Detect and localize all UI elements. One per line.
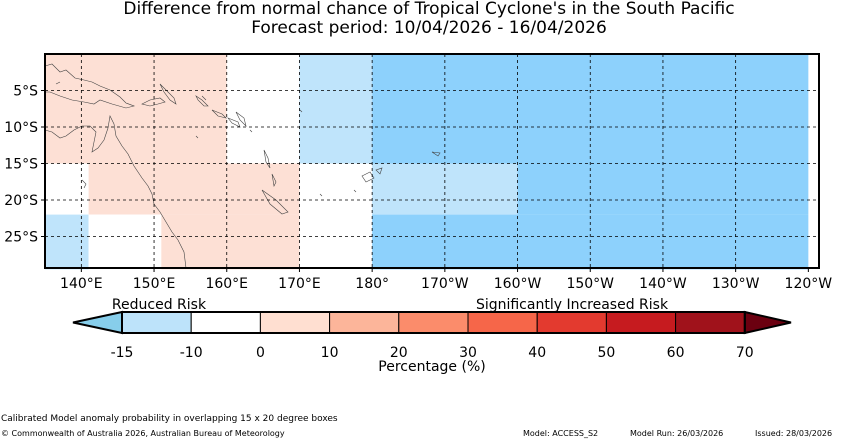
colorbar: [72, 310, 792, 335]
latitude-label: 15°S: [4, 157, 38, 173]
coastline-new-britain: [141, 97, 166, 107]
colorbar-under-arrow: [72, 310, 123, 335]
coastline-australia: [44, 115, 187, 269]
colorbar-tick-label: -10: [180, 345, 203, 361]
map-frame: [44, 53, 820, 269]
colorbar-frame: [121, 311, 746, 334]
colorbar-tick-label: 60: [667, 345, 685, 361]
longitude-label: 160°W: [494, 276, 542, 292]
footer-issued: Issued: 28/03/2026: [755, 429, 833, 438]
coastline-small-islands: [55, 81, 357, 197]
anomaly-cell-2: [299, 54, 373, 164]
colorbar-segment: [329, 311, 400, 334]
latitude-label: 20°S: [4, 193, 38, 209]
longitude-labels: 140°E 150°E 160°E 170°E 180° 170°W 160°W 150°W 1…: [60, 268, 832, 292]
coastline-new-ireland: [159, 83, 177, 105]
colorbar-tick-label: 70: [736, 345, 754, 361]
colorbar-axis-label: Percentage (%): [378, 359, 485, 375]
longitude-label: 140°W: [639, 276, 687, 292]
coastline-gulf-inlet: [81, 179, 87, 189]
footer-model-run: Model Run: 26/03/2026: [630, 429, 724, 438]
footer-note: Calibrated Model anomaly probability in …: [1, 414, 338, 424]
anomaly-cell-0: [45, 54, 227, 164]
coastline-bougainville: [195, 95, 209, 107]
increased-risk-label: Significantly Increased Risk: [476, 297, 669, 313]
longitude-label: 140°E: [60, 276, 103, 292]
longitude-label: 170°W: [421, 276, 469, 292]
colorbar-tick-label: 10: [321, 345, 339, 361]
latitude-labels: 5°S 10°S 15°S 20°S 25°S: [4, 84, 45, 246]
anomaly-cell-1: [226, 54, 300, 164]
colorbar-tick-label: 40: [528, 345, 546, 361]
colorbar-over-arrow: [743, 310, 792, 335]
coastline-fiji: [361, 167, 383, 183]
colorbar-segment: [190, 311, 261, 334]
coastline-samoa: [431, 151, 441, 157]
chart-title: Difference from normal chance of Tropica…: [123, 0, 735, 19]
colorbar-ticks: -15 -10 0 10 20 30 40 50 60 70: [111, 345, 754, 361]
anomaly-cells: [45, 54, 809, 270]
latitude-label: 10°S: [4, 120, 38, 136]
longitude-label: 180°: [355, 276, 389, 292]
coastline-new-caledonia: [261, 189, 289, 215]
latitude-label: 5°S: [13, 84, 38, 100]
colorbar-tick-label: 20: [390, 345, 408, 361]
anomaly-cell-4: [45, 163, 89, 215]
anomaly-cell-5: [88, 163, 300, 215]
colorbar-segment: [121, 311, 192, 334]
colorbar-tick-label: 30: [459, 345, 477, 361]
longitude-label: 120°W: [785, 276, 833, 292]
colorbar-tick-label: 50: [597, 345, 615, 361]
forecast-period: Forecast period: 10/04/2026 - 16/04/2026: [251, 18, 607, 38]
coastline-new-guinea: [44, 63, 136, 109]
longitude-label: 170°E: [278, 276, 321, 292]
reduced-risk-label: Reduced Risk: [112, 297, 207, 313]
latitude-label: 25°S: [4, 230, 38, 246]
gridlines: [45, 54, 819, 268]
longitude-label: 130°W: [712, 276, 760, 292]
anomaly-cell-9: [45, 214, 89, 270]
colorbar-segment: [259, 311, 331, 334]
longitude-label: 150°E: [133, 276, 176, 292]
longitude-label: 160°E: [205, 276, 248, 292]
anomaly-cell-6: [299, 163, 373, 215]
colorbar-segment: [398, 311, 469, 334]
footer-model: Model: ACCESS_S2: [523, 429, 599, 438]
footer-copyright: © Commonwealth of Australia 2026, Austra…: [1, 429, 285, 438]
colorbar-segment: [467, 311, 538, 334]
colorbar-segment: [675, 311, 746, 334]
colorbar-tick-label: 0: [256, 345, 265, 361]
colorbar-tick-label: -15: [111, 345, 134, 361]
anomaly-cell-11: [161, 214, 300, 270]
colorbar-segment: [536, 311, 607, 334]
longitude-label: 150°W: [566, 276, 614, 292]
anomaly-cell-10: [88, 214, 162, 270]
coastline-vanuatu: [263, 149, 277, 187]
coastlines: [44, 63, 441, 269]
colorbar-segment: [605, 311, 677, 334]
anomaly-cell-12: [299, 214, 373, 270]
